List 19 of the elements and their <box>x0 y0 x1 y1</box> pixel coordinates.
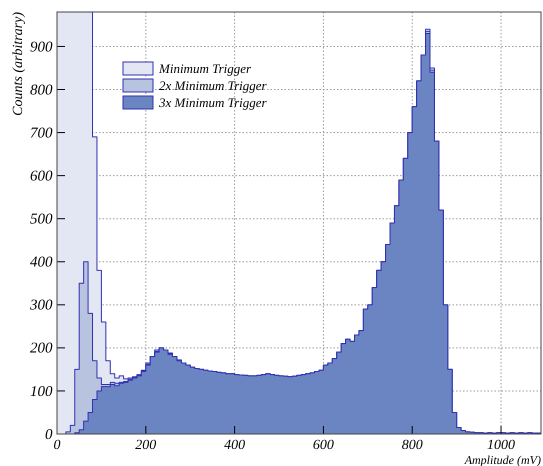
y-axis-title: Counts (arbitrary) <box>11 12 26 116</box>
y-tick-label: 800 <box>30 82 53 98</box>
y-tick-label: 0 <box>45 426 53 443</box>
y-tick-label: 200 <box>30 340 53 357</box>
x-tick-label: 1000 <box>487 438 516 453</box>
x-tick-label: 800 <box>402 438 423 453</box>
y-tick-label: 500 <box>30 211 53 228</box>
x-tick-label: 400 <box>224 438 246 453</box>
x-tick-label: 600 <box>312 438 334 453</box>
y-tick-label: 400 <box>30 254 53 271</box>
legend-label: 2x Minimum Trigger <box>159 78 268 93</box>
y-tick-label: 700 <box>30 125 53 142</box>
legend-label: 3x Minimum Trigger <box>158 95 268 110</box>
y-tick-label: 900 <box>30 39 53 56</box>
x-tick-label: 200 <box>135 438 156 453</box>
y-tick-label: 300 <box>29 298 53 314</box>
y-tick-label: 100 <box>30 384 53 400</box>
y-tick-label: 600 <box>30 168 53 184</box>
legend-label: Minimum Trigger <box>158 61 252 76</box>
